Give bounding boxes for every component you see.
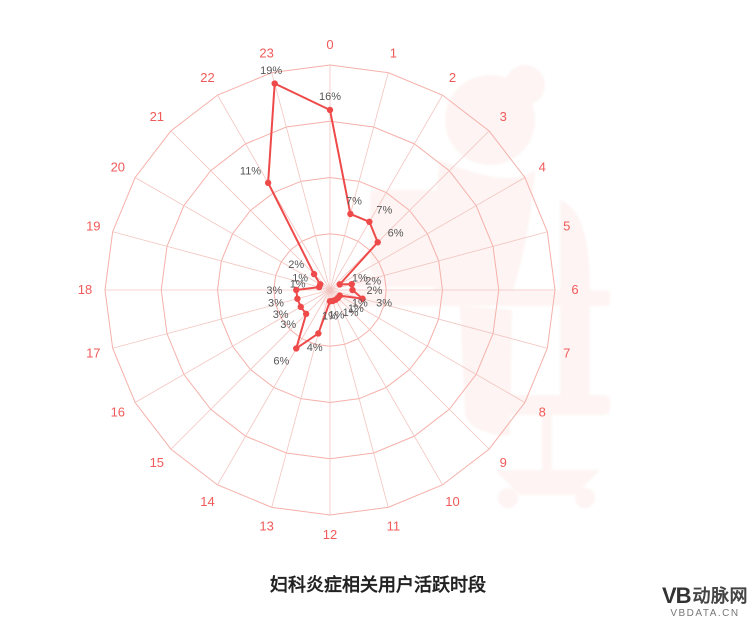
hour-label: 22 bbox=[200, 70, 214, 85]
hour-label: 11 bbox=[387, 519, 401, 534]
data-marker bbox=[366, 219, 372, 225]
hour-label: 5 bbox=[563, 219, 570, 234]
hour-label: 10 bbox=[445, 494, 459, 509]
value-label: 1% bbox=[292, 272, 308, 284]
value-label: 7% bbox=[346, 195, 362, 207]
value-label: 3% bbox=[268, 297, 284, 309]
value-label: 6% bbox=[388, 227, 404, 239]
chart-title: 妇科炎症相关用户活跃时段 bbox=[0, 571, 756, 597]
hour-label: 3 bbox=[500, 109, 507, 124]
polar-spoke bbox=[171, 131, 330, 290]
hour-label: 21 bbox=[150, 109, 164, 124]
hour-label: 12 bbox=[323, 527, 337, 542]
data-marker bbox=[337, 281, 343, 287]
value-label: 6% bbox=[273, 356, 289, 368]
value-label: 4% bbox=[307, 342, 323, 354]
data-marker bbox=[317, 281, 323, 287]
value-label: 7% bbox=[376, 205, 392, 217]
hour-label: 6 bbox=[571, 282, 578, 297]
value-label: 3% bbox=[273, 309, 289, 321]
watermark-domain: VBDATA.CN bbox=[662, 608, 748, 619]
hour-label: 18 bbox=[78, 282, 92, 297]
polar-spoke bbox=[330, 290, 443, 485]
polar-chart: 0123456789101112131415161718192021222316… bbox=[0, 0, 756, 627]
data-marker bbox=[375, 239, 381, 245]
data-marker bbox=[294, 296, 300, 302]
data-marker bbox=[271, 80, 277, 86]
chart-container: 0123456789101112131415161718192021222316… bbox=[0, 0, 756, 627]
value-label: 11% bbox=[240, 166, 261, 178]
value-label: 2% bbox=[367, 285, 383, 297]
value-label: 3% bbox=[266, 285, 282, 297]
hour-label: 2 bbox=[449, 70, 456, 85]
data-marker bbox=[293, 345, 299, 351]
hour-label: 4 bbox=[539, 160, 546, 175]
hour-label: 13 bbox=[259, 519, 273, 534]
polar-spoke bbox=[330, 73, 388, 290]
data-marker bbox=[327, 298, 333, 304]
value-label: 19% bbox=[260, 65, 282, 77]
value-label: 3% bbox=[376, 297, 392, 309]
value-label: 16% bbox=[319, 91, 341, 103]
hour-label: 23 bbox=[259, 45, 273, 60]
data-marker bbox=[298, 304, 304, 310]
data-marker bbox=[349, 287, 355, 293]
hour-label: 17 bbox=[86, 345, 100, 360]
watermark-brand: 动脉网 bbox=[693, 587, 749, 605]
hour-label: 19 bbox=[86, 219, 100, 234]
polar-spoke bbox=[330, 290, 388, 507]
value-label: 1% bbox=[322, 310, 338, 322]
hour-label: 15 bbox=[150, 455, 164, 470]
hour-label: 1 bbox=[390, 45, 397, 60]
hour-label: 14 bbox=[200, 494, 214, 509]
data-marker bbox=[265, 180, 271, 186]
hour-label: 16 bbox=[111, 405, 125, 420]
polar-spoke bbox=[330, 131, 489, 290]
hour-label: 9 bbox=[500, 455, 507, 470]
data-marker bbox=[349, 281, 355, 287]
hour-label: 20 bbox=[111, 160, 125, 175]
watermark: VB 动脉网 VBDATA.CN bbox=[662, 585, 748, 619]
hour-label: 8 bbox=[539, 405, 546, 420]
data-marker bbox=[347, 211, 353, 217]
hour-label: 7 bbox=[563, 345, 570, 360]
data-marker bbox=[315, 330, 321, 336]
value-label: 1% bbox=[343, 307, 359, 319]
value-label: 2% bbox=[288, 259, 304, 271]
data-marker bbox=[327, 107, 333, 113]
data-marker bbox=[311, 271, 317, 277]
hour-label: 0 bbox=[326, 37, 333, 52]
data-marker bbox=[303, 311, 309, 317]
watermark-vb: VB bbox=[662, 585, 691, 607]
